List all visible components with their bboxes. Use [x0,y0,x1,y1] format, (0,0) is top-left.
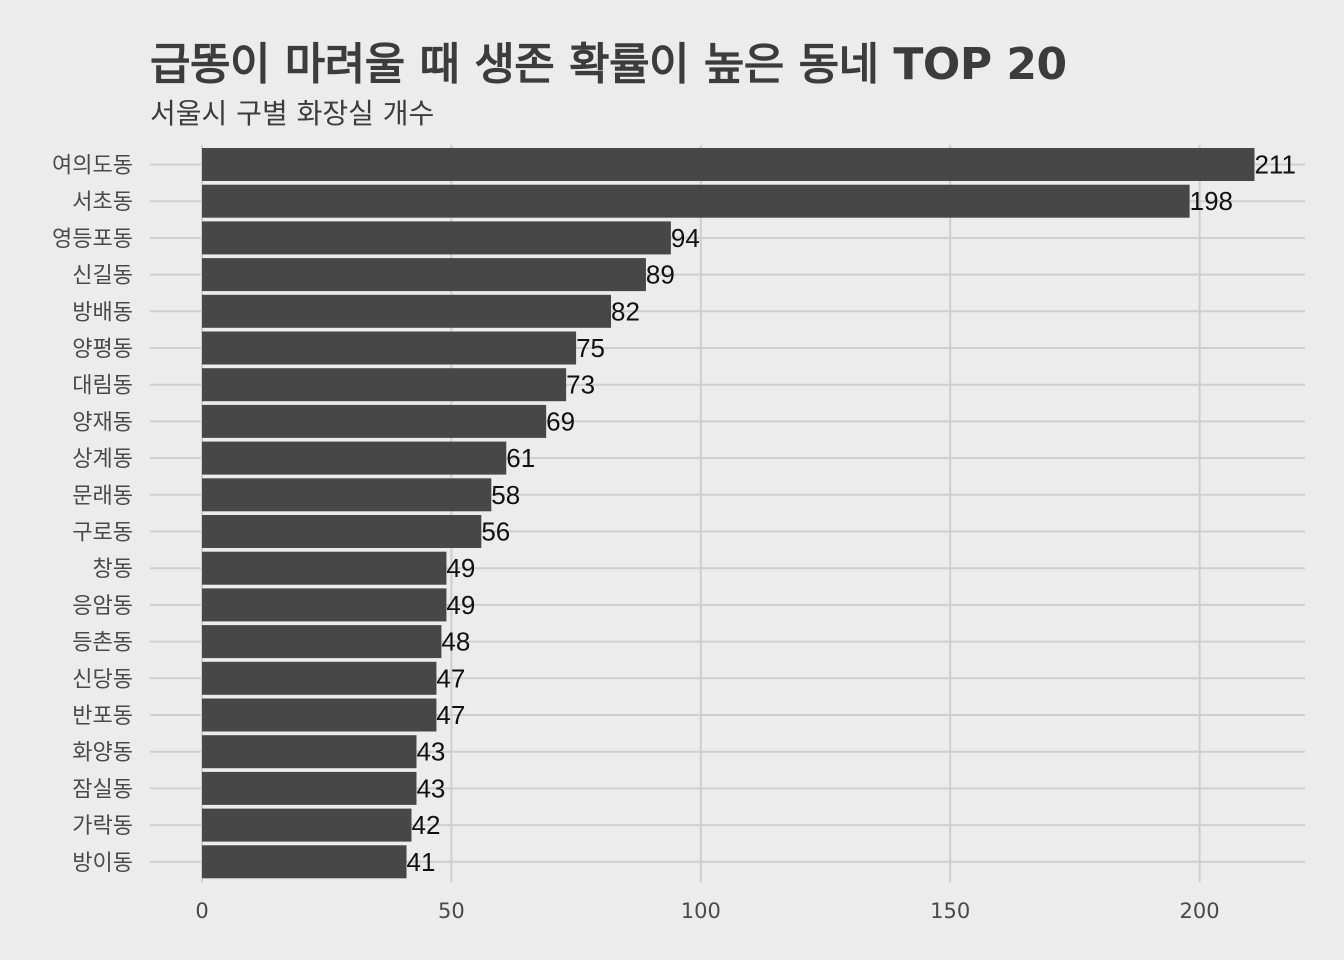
x-tick-label: 0 [195,899,208,923]
bar [202,735,417,769]
value-label: 211 [1254,150,1295,180]
grid-lines [150,145,1305,882]
category-label: 여의도동 [52,154,133,179]
value-label: 49 [446,553,475,583]
bar [202,148,1255,181]
bar [202,515,482,548]
bars [202,148,1255,879]
value-label: 49 [446,590,475,620]
value-label: 82 [611,296,640,326]
category-label: 등촌동 [72,631,133,656]
value-label: 58 [491,480,520,510]
category-label: 반포동 [72,704,133,729]
bar [202,258,646,292]
x-tick-label: 150 [930,899,970,923]
category-label: 잠실동 [72,777,133,802]
category-label: 방배동 [72,300,133,325]
bar [202,551,447,585]
category-label: 상계동 [72,447,133,472]
chart-title: 급똥이 마려울 때 생존 확률이 높은 동네 TOP 20 [150,39,1067,90]
category-label: 영등포동 [52,227,133,252]
value-label: 56 [481,517,510,547]
bar [202,625,442,659]
category-label: 양재동 [72,410,133,435]
category-label: 신길동 [72,264,133,289]
value-label: 61 [506,443,535,473]
chart-subtitle: 서울시 구별 화장실 개수 [150,97,435,130]
category-label: 신당동 [72,667,133,692]
category-label: 창동 [93,557,133,582]
value-label: 75 [576,333,605,363]
bar [202,771,417,805]
value-label: 47 [436,700,465,730]
bar [202,294,612,328]
category-label: 화양동 [72,741,133,766]
bar [202,221,671,255]
bar [202,368,567,402]
category-label: 양평동 [72,337,133,362]
bar [202,331,577,365]
bar [202,184,1190,218]
category-label: 구로동 [72,521,133,546]
bar [202,441,507,475]
bar [202,698,437,732]
category-label: 가락동 [72,814,133,839]
category-label: 응암동 [72,594,133,619]
value-label: 48 [441,627,470,657]
x-tick-label: 200 [1180,899,1220,923]
value-label: 73 [566,370,595,400]
bar [202,808,412,842]
value-label: 198 [1190,186,1233,216]
category-label: 서초동 [72,190,133,215]
value-label: 89 [646,260,675,290]
labels: 0 50 100 150 200 여의도동 211 서초동 198 영등포동 94 신길동 89 방배동 8… [52,150,1296,924]
bar [202,404,547,438]
value-label: 42 [411,810,440,840]
category-label: 대림동 [72,374,133,399]
bar [202,845,407,879]
x-tick-label: 100 [681,899,721,923]
value-label: 43 [416,737,445,767]
bar [202,588,447,622]
x-tick-label: 50 [438,899,465,923]
bar [202,661,437,695]
value-label: 94 [671,223,700,253]
category-label: 방이동 [72,851,133,876]
bar [202,478,492,512]
category-label: 문래동 [72,484,133,509]
value-label: 47 [436,663,465,693]
value-label: 43 [416,773,445,803]
value-label: 41 [407,847,436,877]
value-label: 69 [546,406,575,436]
